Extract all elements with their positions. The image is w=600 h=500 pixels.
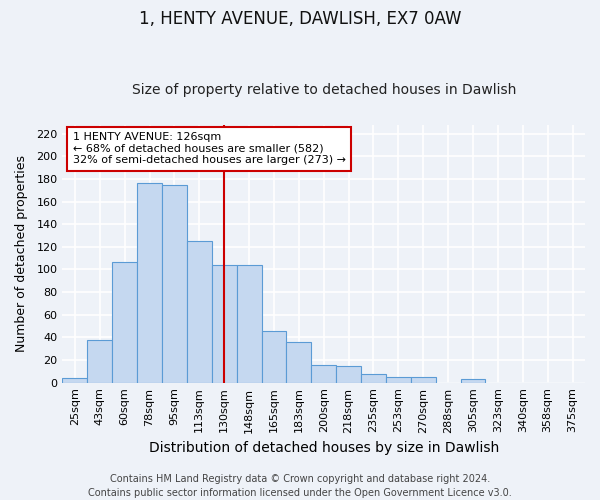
Bar: [461, 380, 485, 382]
Bar: [112, 262, 137, 382]
Bar: [162, 184, 187, 382]
Title: Size of property relative to detached houses in Dawlish: Size of property relative to detached ho…: [131, 83, 516, 97]
Bar: [88, 340, 112, 382]
Bar: [212, 265, 236, 382]
Bar: [262, 330, 286, 382]
Y-axis label: Number of detached properties: Number of detached properties: [15, 155, 28, 352]
Bar: [62, 378, 88, 382]
Bar: [286, 342, 311, 382]
Bar: [361, 374, 386, 382]
Text: 1 HENTY AVENUE: 126sqm
← 68% of detached houses are smaller (582)
32% of semi-de: 1 HENTY AVENUE: 126sqm ← 68% of detached…: [73, 132, 346, 166]
Bar: [386, 377, 411, 382]
Bar: [311, 364, 336, 382]
Bar: [411, 377, 436, 382]
Bar: [137, 184, 162, 382]
Bar: [336, 366, 361, 382]
Text: Contains HM Land Registry data © Crown copyright and database right 2024.
Contai: Contains HM Land Registry data © Crown c…: [88, 474, 512, 498]
Bar: [236, 265, 262, 382]
Bar: [187, 241, 212, 382]
X-axis label: Distribution of detached houses by size in Dawlish: Distribution of detached houses by size …: [149, 441, 499, 455]
Text: 1, HENTY AVENUE, DAWLISH, EX7 0AW: 1, HENTY AVENUE, DAWLISH, EX7 0AW: [139, 10, 461, 28]
